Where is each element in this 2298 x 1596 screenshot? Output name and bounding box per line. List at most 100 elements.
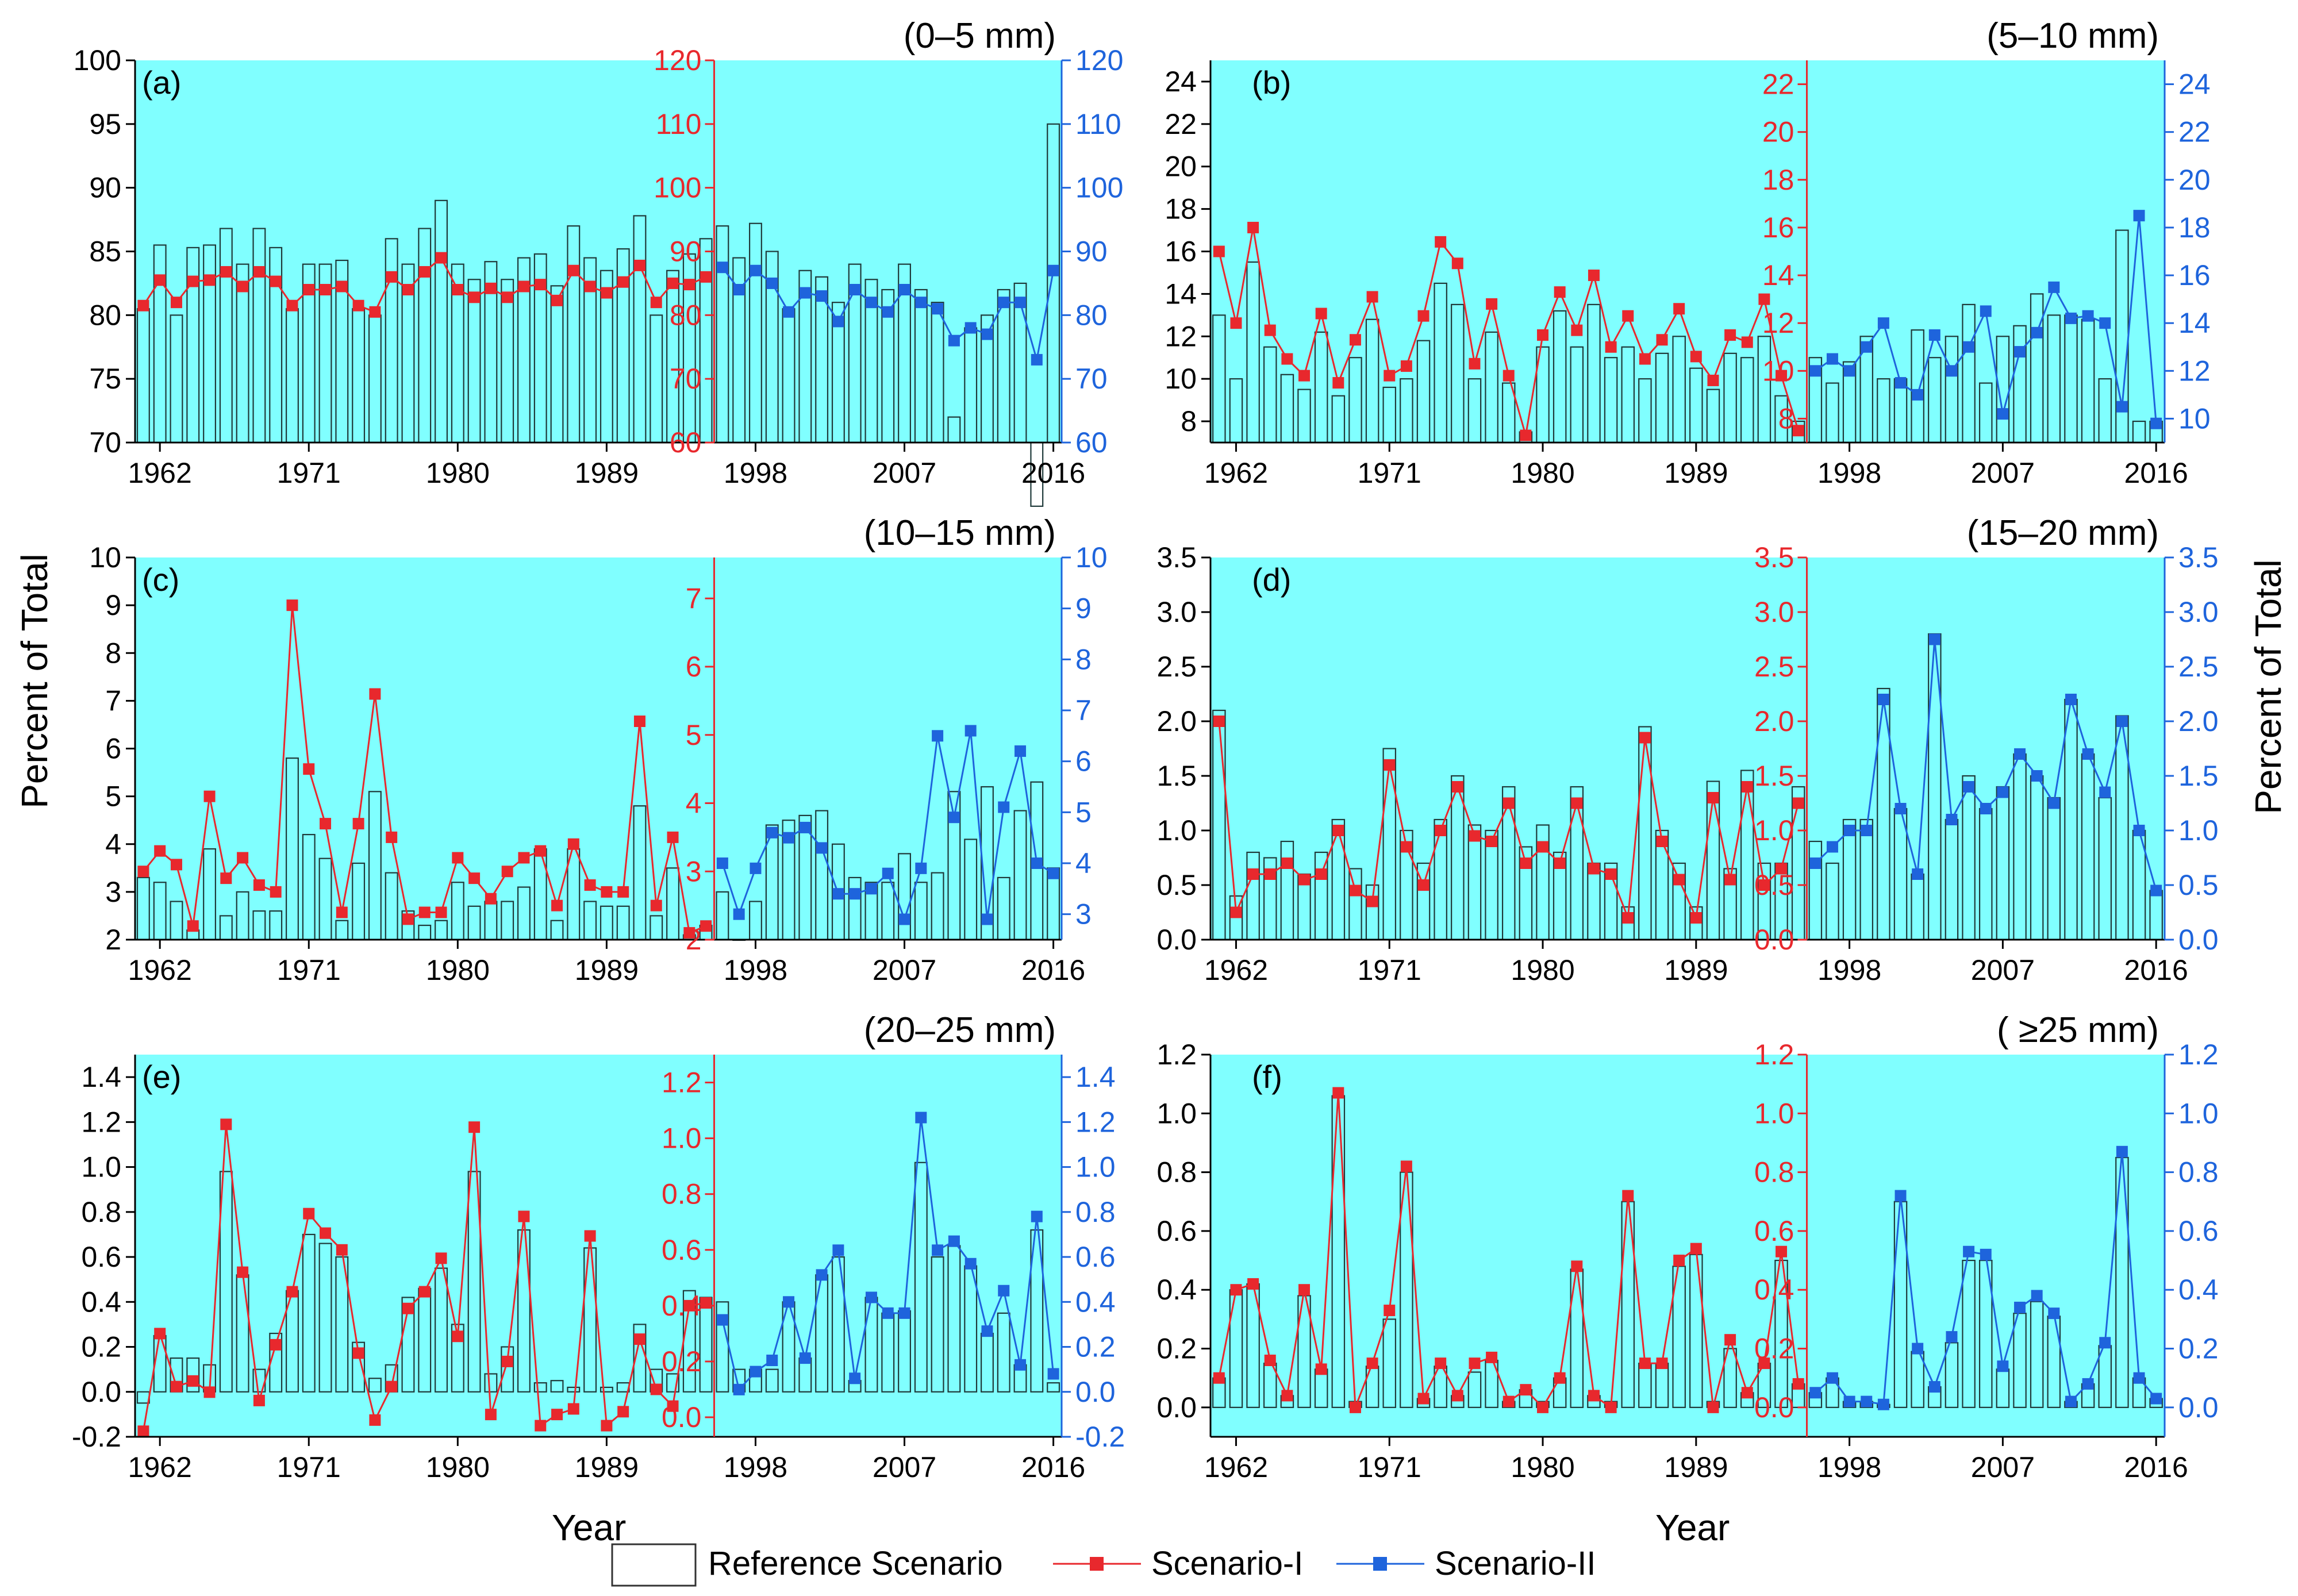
scenario-i-point (1281, 857, 1293, 869)
reference-bar (186, 1357, 200, 1393)
scenario-i-point (1247, 1278, 1259, 1290)
reference-bar (219, 1171, 233, 1393)
scenario-i-point (584, 280, 596, 293)
scenario-ii-point (898, 1307, 910, 1319)
scenario-ii-point (1809, 1387, 1822, 1399)
scenario-i-tick-label: 5 (686, 719, 702, 751)
scenario-i-point (1776, 863, 1788, 875)
x-tick-label: 1989 (575, 457, 639, 489)
scenario-i-tick-label: 7 (686, 582, 702, 614)
scenario-i-point (1741, 781, 1753, 793)
plot-background (135, 557, 1062, 940)
scenario-ii-point (1912, 1343, 1924, 1355)
scenario-i-point (1588, 863, 1600, 875)
scenario-i-point (567, 838, 579, 850)
scenario-ii-point (1997, 786, 2009, 798)
scenario-i-point (203, 790, 216, 802)
left-tick-label: 1.0 (1156, 814, 1197, 847)
scenario-i-point (187, 1375, 199, 1387)
reference-bar (467, 1171, 481, 1393)
x-tick-label: 1989 (1664, 457, 1728, 489)
scenario-ii-tick-label: 1.2 (2178, 1039, 2219, 1071)
scenario-i-point (617, 276, 629, 288)
scenario-ii-tick-label: 1.5 (2178, 760, 2219, 792)
left-tick-label: 16 (1165, 236, 1197, 268)
scenario-i-tick-label: 0.8 (662, 1178, 702, 1210)
scenario-i-point (485, 893, 497, 905)
scenario-ii-point (1928, 1381, 1940, 1393)
scenario-i-point (1400, 360, 1412, 372)
scenario-ii-point (948, 812, 960, 824)
scenario-i-tick-label: 3 (686, 855, 702, 887)
scenario-i-point (667, 1400, 679, 1412)
scenario-ii-tick-label: 0.2 (2178, 1333, 2219, 1365)
scenario-ii-point (2099, 1337, 2111, 1349)
left-tick-label: -0.2 (72, 1421, 121, 1453)
scenario-ii-point (1912, 868, 1924, 880)
scenario-i-point (1230, 317, 1242, 329)
scenario-ii-tick-label: 1.0 (2178, 1097, 2219, 1129)
x-tick-label: 1998 (724, 1451, 787, 1483)
reference-bar (302, 1233, 316, 1393)
panel-c: 2 3 4 5 6 7 8 9 10 2 3 4 5 6 7 3 4 5 6 7 8 9 10 1962 1971 1980 198… (89, 513, 1107, 986)
scenario-i-point (535, 845, 547, 857)
scenario-ii-point (2014, 346, 2026, 358)
x-tick-label: 1980 (426, 1451, 490, 1483)
scenario-i-point (418, 266, 431, 278)
scenario-i-point (1417, 1393, 1429, 1405)
scenario-ii-tick-label: 0.0 (2178, 1391, 2219, 1424)
scenario-i-point (170, 859, 182, 871)
scenario-i-point (220, 1118, 232, 1130)
scenario-ii-tick-label: 5 (1075, 796, 1092, 828)
reference-bar (931, 1256, 944, 1393)
scenario-i-point (1469, 1357, 1481, 1370)
scenario-ii-tick-label: 80 (1075, 299, 1108, 331)
scenario-ii-tick-label: 0.6 (1075, 1241, 1116, 1273)
scenario-i-point (402, 284, 414, 295)
scenario-ii-point (750, 862, 762, 874)
panel-a: 70 75 80 85 90 95 100 60 70 80 90 100 110 120 60 70 80 90… (74, 16, 1123, 507)
left-tick-label: 0.6 (81, 1241, 121, 1273)
scenario-i-point (203, 274, 216, 286)
scenario-i-tick-label: 3.0 (1754, 596, 1794, 628)
reference-bar (1672, 1266, 1686, 1408)
scenario-i-point (518, 1210, 530, 1222)
scenario-i-point (352, 818, 364, 830)
scenario-ii-tick-label: 12 (2178, 355, 2211, 387)
x-tick-label: 1980 (426, 457, 490, 489)
scenario-ii-tick-label: 1.0 (2178, 814, 2219, 847)
reference-bar (2030, 1301, 2044, 1408)
scenario-i-point (170, 1380, 182, 1393)
scenario-ii-point (1980, 1248, 1992, 1260)
scenario-i-point (1690, 912, 1702, 924)
scenario-i-point (650, 1383, 662, 1395)
panel-f: 0.0 0.2 0.4 0.6 0.8 1.0 1.2 0.0 0.2 0.4 0.6 0.8 1.0 1… (1156, 1010, 2218, 1483)
reference-bar (335, 1256, 349, 1393)
scenario-i-point (1724, 329, 1736, 341)
scenario-ii-point (1997, 1360, 2009, 1372)
scenario-ii-point (733, 284, 745, 295)
scenario-i-point (1605, 868, 1617, 880)
scenario-i-point (220, 266, 232, 278)
scenario-ii-point (2031, 326, 2043, 339)
scenario-ii-point (981, 913, 993, 925)
scenario-i-point (683, 279, 695, 291)
reference-bar (1297, 1295, 1311, 1408)
scenario-ii-tick-label: 0.5 (2178, 869, 2219, 901)
left-tick-label: 20 (1165, 151, 1197, 183)
scenario-ii-point (1997, 408, 2009, 420)
scenario-i-point (369, 688, 381, 700)
scenario-i-point (1486, 1351, 1498, 1363)
left-tick-label: 22 (1165, 108, 1197, 140)
scenario-i-point (1332, 1087, 1344, 1099)
scenario-ii-point (766, 826, 778, 839)
scenario-i-tick-label: 60 (670, 426, 702, 459)
panel-letter: (c) (142, 562, 179, 598)
scenario-i-point (1435, 825, 1447, 836)
left-tick-label: 0.4 (1156, 1274, 1197, 1306)
scenario-ii-point (2150, 417, 2162, 429)
scenario-ii-point (1980, 305, 1992, 317)
scenario-i-point (501, 1355, 513, 1367)
scenario-i-point (1588, 1390, 1600, 1402)
scenario-ii-point (1031, 857, 1043, 869)
